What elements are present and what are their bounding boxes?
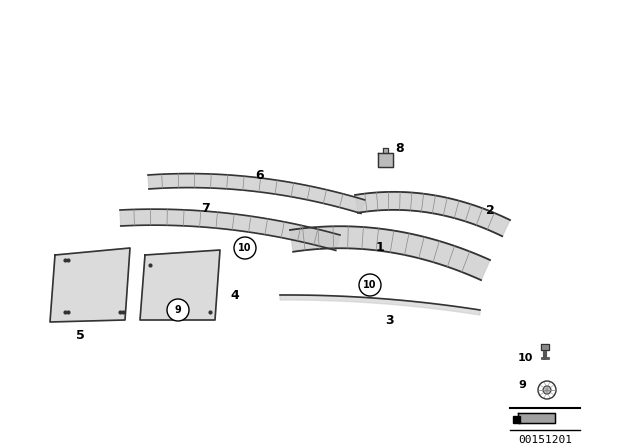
- Circle shape: [359, 274, 381, 296]
- Text: 2: 2: [486, 203, 494, 216]
- Polygon shape: [518, 413, 555, 423]
- Polygon shape: [120, 209, 340, 250]
- Circle shape: [167, 299, 189, 321]
- Text: 1: 1: [376, 241, 385, 254]
- Text: 9: 9: [518, 380, 526, 390]
- Text: 10: 10: [364, 280, 377, 290]
- Polygon shape: [383, 148, 388, 153]
- Circle shape: [234, 237, 256, 259]
- Text: 4: 4: [230, 289, 239, 302]
- Polygon shape: [541, 344, 549, 350]
- Polygon shape: [280, 295, 480, 315]
- Text: 8: 8: [396, 142, 404, 155]
- Polygon shape: [290, 226, 490, 280]
- Text: 00151201: 00151201: [518, 435, 572, 445]
- Text: 3: 3: [386, 314, 394, 327]
- Text: 10: 10: [518, 353, 533, 363]
- Text: 5: 5: [76, 328, 84, 341]
- Polygon shape: [355, 192, 510, 236]
- Polygon shape: [140, 250, 220, 320]
- Circle shape: [543, 386, 551, 394]
- Text: 10: 10: [238, 243, 252, 253]
- Text: 7: 7: [200, 202, 209, 215]
- Text: 6: 6: [256, 168, 264, 181]
- Polygon shape: [378, 153, 393, 167]
- Polygon shape: [50, 248, 130, 322]
- Polygon shape: [148, 173, 365, 213]
- Text: 9: 9: [175, 305, 181, 315]
- Polygon shape: [513, 416, 520, 423]
